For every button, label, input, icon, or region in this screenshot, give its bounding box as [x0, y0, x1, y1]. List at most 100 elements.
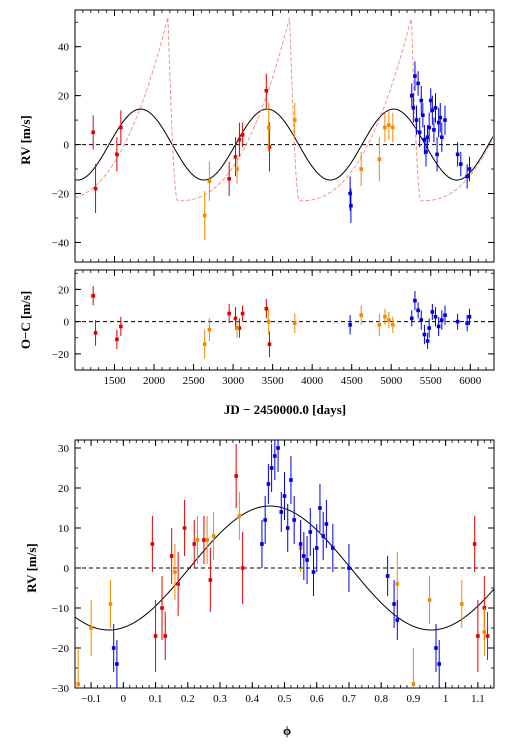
- x-tick-label: 5000: [380, 375, 403, 387]
- data-point-orange: [108, 602, 113, 606]
- data-point-blue: [111, 646, 116, 650]
- data-point-red: [264, 88, 269, 93]
- x-tick-label: 0.6: [310, 693, 324, 705]
- data-point-blue: [298, 542, 303, 546]
- data-point-red: [160, 606, 164, 610]
- data-point-blue: [433, 314, 438, 319]
- x-tick-label: −0.1: [81, 693, 101, 705]
- data-point-blue: [413, 298, 417, 303]
- data-point-blue: [308, 530, 313, 534]
- data-point-orange: [377, 157, 382, 162]
- data-point-orange: [202, 342, 207, 346]
- data-point-blue: [276, 446, 280, 450]
- x-tick-label: 4500: [341, 375, 364, 387]
- y-tick-label: −40: [52, 237, 70, 249]
- panel-oc-time: 1500 2000 2500 3000 3500 4000 4500 5000 5500 6000…: [52, 269, 495, 387]
- data-point-red: [115, 152, 119, 157]
- data-point-blue: [437, 662, 442, 666]
- data-point-red: [91, 130, 95, 135]
- data-point-orange: [207, 179, 212, 184]
- data-point-blue: [70, 610, 74, 614]
- data-point-blue: [269, 466, 274, 470]
- data-point-blue: [324, 522, 329, 526]
- data-point-blue: [409, 316, 414, 321]
- data-point-orange: [235, 326, 239, 330]
- x-tick-label: 0.5: [278, 693, 292, 705]
- data-point-blue: [279, 510, 284, 514]
- data-point-orange: [377, 323, 382, 327]
- data-point-red: [485, 634, 490, 638]
- data-point-orange: [211, 534, 216, 538]
- data-point-red: [182, 526, 187, 530]
- data-point-blue: [458, 162, 463, 166]
- y-tick-label: −30: [52, 683, 70, 695]
- y-tick-label: 0: [64, 563, 70, 575]
- data-point-blue: [430, 310, 435, 314]
- data-point-blue: [273, 454, 277, 458]
- data-point-red: [163, 634, 168, 638]
- data-point-red: [150, 542, 155, 546]
- data-point-orange: [391, 125, 395, 130]
- data-point-orange: [76, 682, 81, 686]
- data-point-orange: [89, 626, 93, 630]
- data-point-blue: [425, 135, 430, 140]
- data-point-orange: [205, 538, 209, 542]
- data-point-blue: [436, 120, 441, 125]
- x-tick-label: 5500: [420, 375, 443, 387]
- data-point-blue: [419, 318, 424, 322]
- data-point-red: [240, 566, 245, 570]
- data-point-red: [237, 326, 242, 330]
- plot-area: [75, 17, 494, 240]
- data-point-red: [237, 137, 242, 142]
- data-point-blue: [392, 602, 396, 606]
- data-point-blue: [409, 93, 414, 98]
- data-point-blue: [318, 506, 322, 510]
- data-point-red: [208, 578, 213, 582]
- data-point-blue: [440, 318, 444, 322]
- data-point-orange: [427, 598, 432, 602]
- x-tick-label: 2000: [143, 375, 166, 387]
- plot-area: [70, 440, 494, 688]
- data-point-blue: [413, 74, 417, 78]
- x-tick-label: 0.3: [213, 693, 227, 705]
- y-tick-label: 20: [58, 483, 70, 495]
- data-point-red: [233, 154, 238, 159]
- data-point-red: [115, 337, 119, 342]
- data-point-blue: [305, 558, 309, 562]
- data-point-red: [169, 554, 174, 558]
- data-point-blue: [263, 518, 267, 522]
- data-point-red: [233, 316, 238, 321]
- data-point-blue: [427, 326, 431, 330]
- model-curve: [75, 108, 494, 181]
- phase-xlabel: ϕ: [283, 723, 291, 738]
- data-point-red: [202, 538, 206, 542]
- data-point-blue: [422, 332, 427, 337]
- data-point-blue: [436, 324, 441, 329]
- y-tick-label: 40: [58, 42, 70, 54]
- data-point-red: [240, 311, 245, 316]
- data-point-orange: [482, 630, 487, 634]
- data-point-blue: [417, 130, 422, 135]
- data-point-blue: [422, 137, 427, 142]
- data-point-orange: [202, 213, 207, 218]
- data-point-blue: [465, 174, 469, 179]
- data-point-red: [192, 542, 197, 546]
- x-tick-label: 0.1: [149, 693, 163, 705]
- x-tick-label: 1: [443, 693, 449, 705]
- data-point-blue: [321, 534, 325, 538]
- data-point-red: [227, 311, 231, 316]
- data-point-orange: [292, 118, 297, 122]
- x-tick-label: 1.1: [471, 693, 485, 705]
- data-point-orange: [266, 319, 271, 324]
- data-point-blue: [465, 321, 469, 326]
- data-point-blue: [292, 518, 296, 522]
- data-point-blue: [440, 135, 444, 140]
- x-tick-label: 3500: [262, 375, 285, 387]
- top-ylabel: RV [m/s]: [18, 115, 33, 165]
- data-point-blue: [467, 314, 472, 319]
- x-tick-label: 3000: [222, 375, 245, 387]
- data-point-blue: [348, 191, 352, 196]
- x-tick-label: 0.8: [374, 693, 388, 705]
